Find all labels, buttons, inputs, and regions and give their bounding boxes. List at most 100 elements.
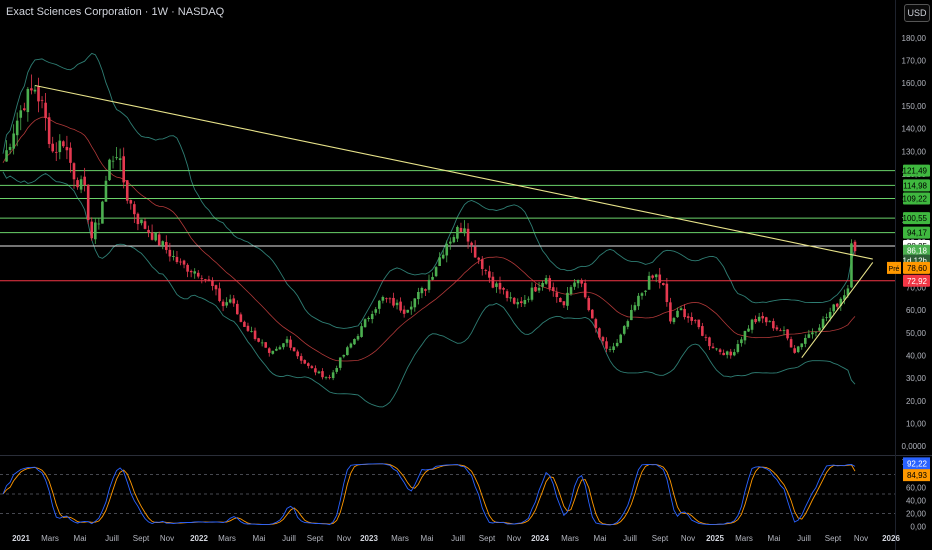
trendline[interactable] — [34, 84, 873, 260]
candle — [196, 272, 200, 277]
candle — [527, 298, 530, 300]
candle — [83, 176, 86, 185]
osc-value-label: 84,93 — [907, 471, 928, 480]
candle — [718, 349, 722, 352]
candle — [520, 301, 523, 304]
x-tick-label: Mai — [421, 534, 434, 543]
candle — [19, 110, 23, 118]
candle — [168, 249, 172, 257]
candle — [360, 326, 363, 337]
candle — [449, 241, 452, 244]
candle — [431, 276, 434, 280]
candle — [576, 279, 580, 284]
candle — [846, 288, 850, 296]
candle — [679, 308, 683, 311]
trendline[interactable] — [801, 262, 874, 359]
x-tick-label: Sept — [825, 534, 842, 543]
candle — [608, 349, 612, 350]
candle — [388, 298, 392, 300]
candle — [434, 267, 438, 277]
candle — [466, 228, 470, 242]
candle — [214, 285, 218, 290]
x-tick-label: 2025 — [706, 534, 724, 543]
main-pane[interactable] — [0, 52, 895, 408]
candle — [161, 241, 165, 246]
candle — [86, 184, 90, 221]
candle — [591, 309, 594, 319]
candle — [271, 350, 275, 354]
candle — [509, 297, 512, 299]
candle — [825, 317, 828, 319]
candle — [143, 221, 147, 229]
candle — [470, 242, 473, 246]
candle — [672, 318, 676, 323]
candle — [104, 180, 108, 202]
candle — [573, 282, 576, 287]
chart-title: Exact Sciences Corporation · 1W · NASDAQ — [6, 6, 225, 18]
candle — [346, 347, 349, 356]
candle — [51, 143, 54, 152]
candle — [246, 325, 250, 331]
level-price-label: 109,22 — [903, 194, 928, 203]
x-tick-label: Juill — [282, 534, 296, 543]
bollinger-basis — [2, 116, 856, 362]
candle — [260, 342, 264, 344]
candle — [733, 352, 736, 356]
candle — [324, 377, 328, 379]
x-tick-label: 2022 — [190, 534, 208, 543]
stochastic-pane[interactable] — [0, 463, 895, 526]
x-tick-label: Sept — [133, 534, 150, 543]
x-tick-label: Juill — [451, 534, 465, 543]
candle — [743, 330, 747, 341]
candle — [115, 157, 118, 159]
candle — [601, 337, 605, 342]
x-tick-label: Mars — [561, 534, 579, 543]
level-price-label-bg — [903, 192, 930, 205]
candle — [367, 317, 370, 320]
stoch-k-line — [2, 463, 856, 526]
candle — [498, 282, 502, 290]
candle — [111, 160, 115, 162]
y-tick-label: 170,00 — [902, 57, 927, 66]
currency-button[interactable]: USD — [904, 4, 930, 22]
candle — [630, 309, 633, 321]
candle — [125, 180, 129, 201]
x-tick-label: Sept — [479, 534, 496, 543]
candle — [150, 232, 154, 240]
candle — [459, 227, 463, 233]
candle — [5, 150, 8, 162]
candle — [754, 318, 757, 323]
candle — [8, 147, 12, 151]
level-price-label-bg — [903, 164, 930, 177]
candle — [615, 342, 619, 346]
candle — [523, 299, 527, 305]
osc-y-tick-label: 20,00 — [906, 510, 927, 519]
y-tick-label: 60,00 — [906, 306, 927, 315]
candle — [445, 243, 449, 256]
candle — [818, 327, 821, 331]
candle — [800, 343, 804, 348]
candle — [65, 146, 69, 151]
candle — [12, 133, 15, 149]
candle — [530, 287, 534, 300]
level-price-label: 100,55 — [903, 214, 928, 223]
candle — [441, 254, 445, 259]
candle — [353, 339, 356, 345]
x-tick-label: Juill — [623, 534, 637, 543]
candle — [101, 201, 104, 224]
candle — [456, 226, 459, 239]
candle — [665, 283, 669, 303]
candle — [477, 257, 480, 260]
candle — [175, 256, 179, 263]
candle — [236, 303, 239, 315]
candle — [179, 261, 182, 263]
candle — [736, 344, 740, 352]
candle — [548, 278, 551, 289]
pre-market-badge — [887, 261, 901, 274]
candle — [729, 351, 733, 356]
candle — [225, 302, 228, 306]
candle — [551, 287, 555, 292]
candle — [23, 108, 26, 111]
x-tick-label: 2024 — [531, 534, 549, 543]
